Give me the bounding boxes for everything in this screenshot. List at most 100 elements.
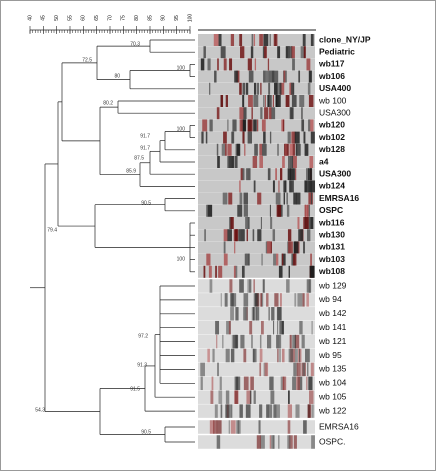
gel-band [219,376,222,391]
gel-band [237,204,243,217]
gel-band [259,156,263,168]
gel-band [234,70,238,83]
gel-band [268,307,270,321]
gel-band [253,348,257,363]
gel-band [308,180,312,193]
gel-band [283,70,286,83]
gel-band [264,95,266,107]
gel-band [286,204,290,217]
gel-band [303,131,306,144]
gel-band [217,58,219,71]
node-label: 91.5 [130,386,140,392]
sample-label: wb130 [318,229,345,239]
sample-label: wb 142 [318,308,347,318]
gel-band [211,376,214,391]
scale-tick-label: 50 [54,15,60,21]
gel-band [216,107,220,120]
gel-band [230,420,236,434]
gel-band [251,376,254,391]
gel-band [218,265,223,278]
gel-band [285,143,287,156]
gel-band [206,253,211,266]
gel-band [263,70,265,83]
gel-band [236,143,241,156]
node-label: 70.3 [130,41,140,47]
gel-band [235,265,238,278]
gel-band [294,131,300,144]
gel-band [231,131,233,144]
gel-band [242,131,245,144]
gel-band [245,307,248,321]
gel-band [249,320,253,335]
gel-band [259,334,262,349]
gel-band [240,334,245,349]
sample-label: OSPC [319,205,343,215]
gel-band [261,119,266,132]
gel-band [243,107,247,120]
gel-band [230,34,235,46]
gel-band [245,217,250,229]
gel-band [295,168,297,181]
gel-band [260,293,263,307]
gel-band [242,82,246,95]
gel-band [233,265,236,278]
gel-band [309,217,311,229]
gel-band [260,293,264,307]
gel-band [310,362,314,377]
gel-band [289,143,294,156]
node-label: 90.5 [141,200,151,206]
gel-band [228,320,231,335]
gel-band [283,180,287,193]
node-label: 79.4 [47,227,57,233]
sample-label: wb 122 [318,405,347,415]
gel-band [225,143,227,156]
gel-band [220,404,223,418]
gel-band [223,241,226,254]
gel-band [227,143,232,156]
gel-band [244,143,246,156]
gel-band [266,241,271,254]
gel-band [242,95,245,107]
gel-band [303,420,307,434]
sample-label: wb131 [318,242,345,252]
gel-band [255,293,259,307]
gel-band [307,404,312,418]
gel-band [252,307,255,321]
gel-band [307,180,309,193]
gel-band [223,253,228,266]
gel-band [221,143,226,156]
gel-band [203,265,206,278]
gel-band [202,119,208,132]
scale-tick-label: 95 [174,15,180,21]
gel-band [209,119,213,132]
sample-label: Pediatric [319,46,355,56]
node-label: 87.5 [134,155,144,161]
gel-band [272,95,275,107]
node-label: 100 [177,65,186,71]
gel-band [228,420,230,434]
gel-band [289,334,292,349]
gel-band [273,320,275,335]
sample-label: wb 95 [318,350,342,360]
gel-band [296,192,301,205]
gel-band [248,279,252,293]
gel-band [287,229,292,242]
gel-band [247,131,252,144]
gel-band [252,156,258,168]
gel-band [281,253,284,266]
gel-band [277,320,279,335]
gel-band [248,70,254,83]
gel-band [303,241,306,254]
gel-band [218,34,222,46]
gel-band [283,192,285,205]
gel-band [311,192,313,205]
gel-band [297,293,303,307]
gel-lane [198,180,315,193]
gel-band [263,34,269,46]
gel-band [251,107,253,120]
gel-band [228,192,233,205]
gel-band [234,241,236,254]
gel-band [205,131,208,144]
node-label: 54.3 [35,407,45,413]
gel-band [275,82,277,95]
